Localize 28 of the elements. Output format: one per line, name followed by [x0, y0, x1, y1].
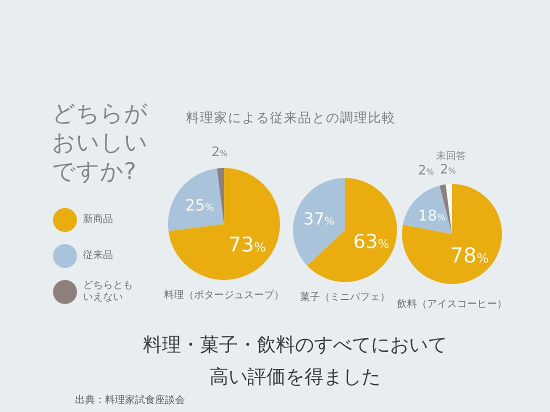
text: 菓子（ミニパフェ）	[300, 292, 390, 304]
legend-label: どちらともいえない	[83, 280, 134, 304]
text: 料理・菓子・飲料のすべてにおいて高い評価を得ました	[142, 333, 448, 390]
pie-slice	[402, 184, 502, 284]
data-label: 78%	[450, 243, 489, 268]
text: 飲料（アイスコーヒー）	[397, 299, 507, 311]
slice-label: 未回答	[436, 150, 466, 162]
pie-slice	[216, 168, 224, 224]
legend-title: どちらがおいしいですか?	[52, 100, 149, 187]
pie-slice	[168, 168, 280, 280]
text: 料理（ポタージュスープ）	[164, 290, 284, 302]
pie-slice	[293, 178, 345, 266]
data-label: 2%	[440, 162, 456, 178]
chart-title: 料理家による従来品との調理比較	[186, 110, 396, 127]
pie-slice	[402, 186, 452, 234]
data-label: 18%	[418, 207, 446, 224]
pie-slice	[168, 168, 224, 232]
data-label: 25%	[185, 196, 214, 215]
data-label: 37%	[303, 208, 334, 228]
source-note: 出典：料理家試食座談会	[75, 395, 185, 407]
pie-slice	[446, 184, 452, 234]
legend-label: 従来品	[83, 250, 114, 262]
data-label: 2%	[418, 164, 434, 179]
data-label: 63%	[353, 230, 390, 254]
data-label: 73%	[228, 232, 266, 256]
legend-label: 新商品	[83, 214, 114, 226]
data-label: 2%	[211, 144, 228, 160]
pie-slice	[440, 184, 452, 234]
